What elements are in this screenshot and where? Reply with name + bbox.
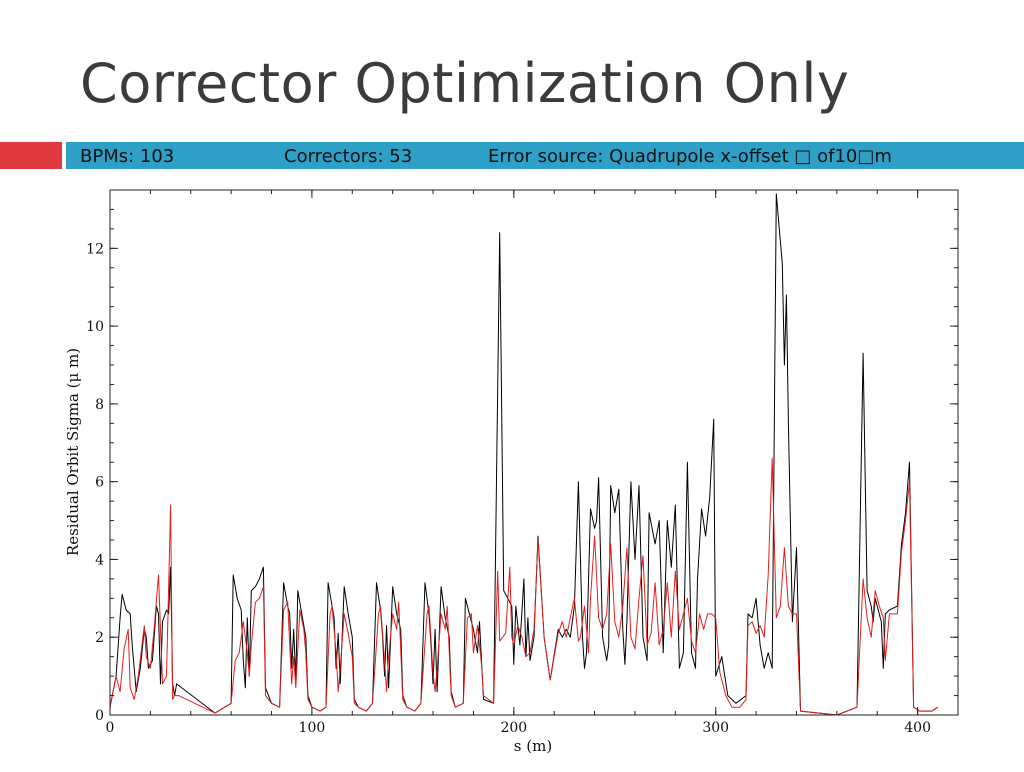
x-axis-label: s (m)	[514, 737, 552, 755]
x-tick-label: 300	[702, 720, 729, 736]
corrector-count: Correctors: 53	[284, 146, 413, 167]
accent-bar-red	[0, 142, 62, 169]
y-tick-label: 6	[95, 475, 104, 491]
chart-container: 0 100 200 300 400 0 2 4 6 8 10 12 s (m) Residual Or…	[0, 180, 1024, 768]
x-tick-label: 0	[106, 720, 115, 736]
x-tick-label: 200	[500, 720, 527, 736]
residual-orbit-chart: 0 100 200 300 400 0 2 4 6 8 10 12 s (m) Residual Or…	[64, 189, 959, 755]
y-tick-label: 4	[95, 552, 104, 568]
series-line-1	[109, 457, 939, 716]
axis-layer: 0 100 200 300 400 0 2 4 6 8 10 12	[86, 190, 959, 736]
plot-frame	[109, 189, 959, 716]
y-tick-label: 8	[95, 397, 104, 413]
x-tick-label: 400	[904, 720, 931, 736]
info-bar	[66, 142, 1024, 169]
x-tick-label: 100	[299, 720, 326, 736]
y-tick-label: 2	[95, 630, 104, 646]
y-axis-label: Residual Orbit Sigma (μ m)	[64, 348, 82, 556]
slide-title: Corrector Optimization Only	[80, 52, 850, 115]
y-tick-label: 10	[86, 319, 104, 335]
bpm-count: BPMs: 103	[80, 146, 175, 167]
y-tick-label: 12	[86, 241, 104, 257]
series-layer	[109, 193, 939, 716]
y-tick-label: 0	[95, 708, 104, 724]
series-line-0	[109, 193, 939, 716]
error-source: Error source: Quadrupole x-offset □ of10…	[488, 146, 892, 167]
